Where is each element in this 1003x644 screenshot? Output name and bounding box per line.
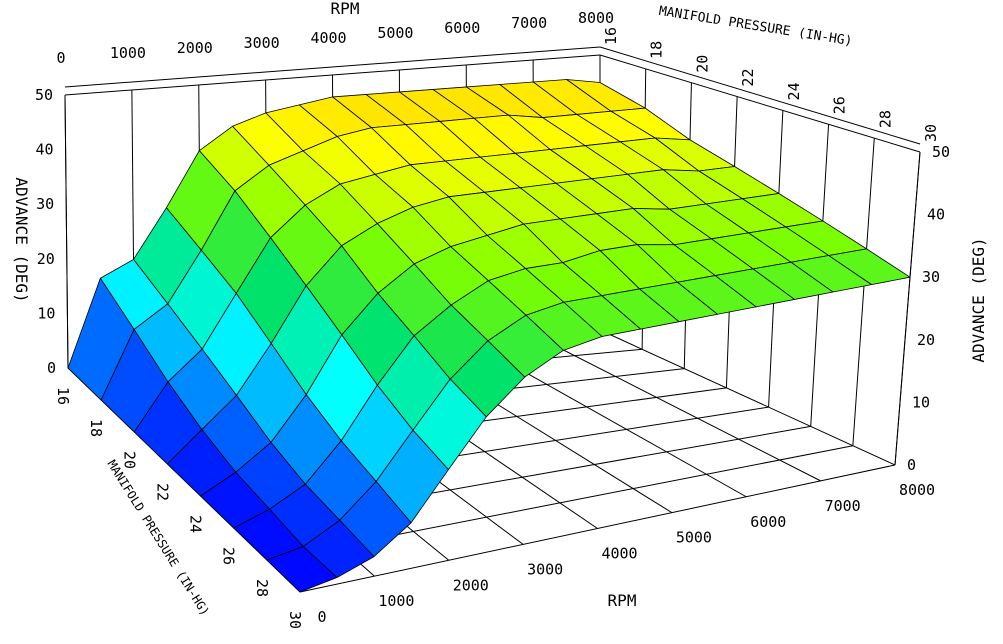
advance-axis-title-right: ADVANCE (DEG) [969,237,988,362]
rpm-tick-label-bottom: 4000 [601,545,637,563]
surface-patch [266,546,338,593]
rpm-tick-label-bottom: 0 [317,608,326,626]
rpm-tick-label-bottom: 2000 [453,576,489,594]
floor-gridline-mp [299,464,896,593]
mp-tick-label-top: 24 [785,82,803,100]
mp-tick-label-left: 16 [54,387,72,405]
mp-tick-label-left: 28 [253,579,271,597]
rpm-tick-label-top: 8000 [578,9,614,27]
advance-tick-label-left: 10 [37,304,55,322]
rpm-tick-label-top: 1000 [110,44,146,62]
rpm-tick-label-bottom: 1000 [378,592,414,610]
mp-tick-label-left: 20 [120,451,138,469]
mp-tick-label-top: 16 [602,27,620,45]
rpm-tick-label-top: 7000 [511,14,547,32]
rpm-tick-label-bottom: 7000 [825,497,861,515]
rpm-tick-label-top: 3000 [244,34,280,52]
mp-tick-label-top: 26 [831,96,849,114]
mp-axis-title-top: MANIFOLD PRESSURE (IN-HG) [658,4,854,49]
box-top-edge [599,54,921,153]
advance-tick-label-left: 40 [36,141,54,159]
advance-tick-label-left: 50 [35,86,53,104]
mp-tick-label-left: 30 [286,611,304,629]
rpm-axis-title-top: RPM [331,0,360,18]
mp-tick-label-top: 28 [876,110,894,128]
advance-axis-title-left: ADVANCE (DEG) [12,177,31,302]
mp-tick-label-left: 26 [220,547,238,565]
advance-tick-label-right: 10 [912,393,930,411]
rpm-tick-label-bottom: 3000 [527,560,563,578]
side-wall-gridline [852,138,875,446]
floor-gridline-rpm [599,329,896,466]
advance-tick-label-left: 20 [37,250,55,268]
floor-gridline-rpm [533,334,821,482]
box-top-edge-outer [64,46,601,88]
box-top-edge-outer [599,46,921,145]
mp-tick-label-left: 18 [87,419,105,437]
z-axis-left [64,94,69,369]
rpm-tick-label-top: 6000 [444,19,480,37]
advance-tick-label-left: 0 [47,359,56,377]
advance-tick-label-right: 30 [922,268,940,286]
mp-tick-label-top: 20 [693,55,711,73]
mp-tick-label-left: 24 [187,515,205,533]
rpm-tick-label-top: 0 [56,49,65,67]
rpm-axis-title-bottom: RPM [608,591,637,610]
advance-tick-label-left: 30 [36,195,54,213]
rpm-tick-label-bottom: 6000 [750,513,786,531]
rpm-tick-label-bottom: 5000 [676,529,712,547]
mp-tick-label-top: 22 [739,69,757,87]
rpm-tick-label-top: 5000 [377,24,413,42]
rpm-tick-label-top: 2000 [177,39,213,57]
mp-tick-label-top: 18 [648,41,666,59]
advance-tick-label-right: 40 [927,206,945,224]
z-axis-right [894,151,921,466]
rpm-tick-label-top: 4000 [310,29,346,47]
mp-tick-label-left: 22 [153,483,171,501]
advance-tick-label-right: 0 [907,456,916,474]
mp-tick-label-top: 30 [922,124,940,142]
rpm-tick-label-bottom: 8000 [899,481,935,499]
advance-tick-label-right: 50 [932,143,950,161]
advance-tick-label-right: 20 [917,331,935,349]
box-top-edge [64,54,601,96]
